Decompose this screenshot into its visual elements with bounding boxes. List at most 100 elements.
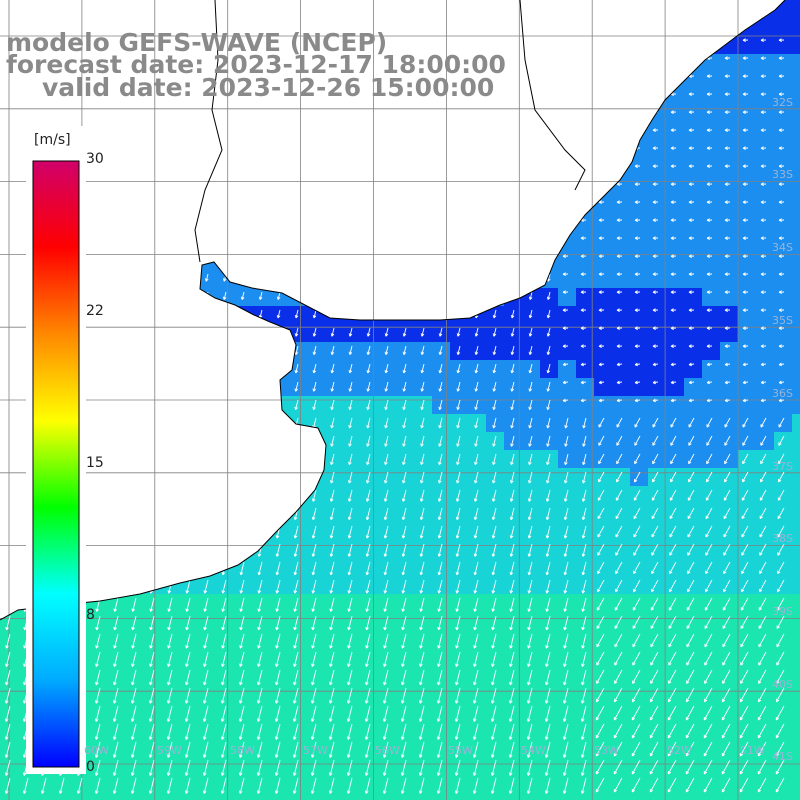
ocean-cell	[576, 594, 595, 613]
ocean-cell	[504, 486, 523, 505]
wind-arrow	[598, 236, 605, 240]
wind-arrow	[456, 471, 461, 484]
wind-arrow	[614, 633, 623, 648]
wind-arrow	[546, 399, 551, 411]
ocean-cell	[648, 702, 667, 721]
wind-arrow	[564, 417, 569, 429]
wind-arrow	[760, 146, 767, 150]
wind-arrow	[686, 597, 695, 611]
ocean-cell	[396, 558, 415, 577]
wind-arrow	[238, 687, 245, 704]
wind-arrow	[330, 399, 335, 411]
ocean-cell	[450, 378, 469, 397]
wind-arrow	[688, 200, 695, 204]
ocean-cell	[684, 774, 703, 793]
ocean-cell	[792, 720, 800, 739]
wind-arrow	[527, 579, 533, 594]
ocean-cell	[414, 612, 433, 631]
wind-arrow	[238, 723, 245, 740]
ocean-cell	[576, 540, 595, 559]
ocean-cell	[504, 792, 523, 800]
wind-arrow	[724, 56, 731, 60]
wind-arrow	[778, 218, 785, 222]
ocean-cell	[684, 432, 703, 451]
ocean-cell	[432, 738, 451, 757]
wind-arrow	[527, 489, 533, 502]
wind-arrow	[595, 777, 605, 793]
wind-arrow	[167, 651, 173, 667]
ocean-cell	[468, 774, 487, 793]
wind-arrow	[366, 327, 371, 337]
ocean-cell	[738, 702, 757, 721]
ocean-cell	[720, 738, 739, 757]
wind-arrow	[778, 380, 785, 385]
ocean-cell	[36, 792, 55, 800]
wind-arrow	[724, 290, 731, 294]
wind-arrow	[346, 687, 353, 704]
wind-arrow	[670, 380, 677, 385]
wind-arrow	[633, 561, 641, 574]
ocean-cell	[738, 198, 757, 217]
ocean-cell	[540, 288, 559, 307]
ocean-cell	[594, 486, 613, 505]
ocean-cell	[702, 792, 721, 800]
wind-arrow	[724, 344, 731, 348]
ocean-cell	[432, 342, 451, 361]
wind-arrow	[706, 74, 713, 78]
ocean-cell	[648, 522, 667, 541]
ocean-cell	[576, 252, 595, 271]
ocean-cell	[342, 594, 361, 613]
wind-arrow	[652, 453, 659, 465]
ocean-cell	[378, 414, 397, 433]
ocean-cell	[162, 702, 181, 721]
wind-arrow	[615, 525, 623, 538]
ocean-cell	[108, 684, 127, 703]
wind-arrow	[580, 705, 587, 722]
wind-arrow	[614, 615, 623, 629]
ocean-cell	[720, 504, 739, 523]
ocean-cell	[756, 198, 775, 217]
ocean-cell	[396, 576, 415, 595]
ocean-cell	[702, 738, 721, 757]
wind-arrow	[383, 597, 389, 612]
ocean-cell	[756, 306, 775, 325]
ocean-cell	[558, 306, 577, 325]
wind-arrow	[545, 597, 551, 612]
wind-arrow	[528, 399, 533, 411]
ocean-cell	[360, 540, 379, 559]
ocean-cell	[486, 486, 505, 505]
ocean-cell	[288, 756, 307, 775]
wind-arrow	[545, 507, 551, 521]
wind-arrow	[615, 561, 623, 574]
wind-arrow	[166, 777, 173, 794]
ocean-cell	[540, 612, 559, 631]
wind-arrow	[275, 669, 281, 686]
wind-arrow	[581, 597, 587, 612]
wind-arrow	[598, 254, 605, 258]
wind-arrow	[293, 615, 299, 631]
ocean-cell	[774, 18, 793, 37]
ocean-cell	[576, 666, 595, 685]
wind-arrow	[742, 236, 749, 240]
ocean-cell	[738, 396, 757, 415]
wind-arrow	[778, 38, 785, 42]
wind-arrow	[203, 651, 209, 667]
ocean-cell	[396, 630, 415, 649]
ocean-cell	[612, 756, 631, 775]
wind-arrow	[562, 326, 569, 330]
wind-arrow	[742, 308, 749, 312]
wind-arrow	[402, 417, 407, 429]
ocean-cell	[486, 630, 505, 649]
wind-arrow	[528, 327, 533, 337]
wind-arrow	[741, 543, 749, 556]
ocean-cell	[738, 234, 757, 253]
wind-arrow	[148, 723, 155, 740]
ocean-cell	[468, 540, 487, 559]
wind-arrow	[580, 777, 587, 794]
ocean-cell	[252, 558, 271, 577]
wind-arrow	[348, 417, 353, 429]
wind-arrow	[276, 309, 281, 319]
wind-arrow	[631, 741, 641, 757]
ocean-cell	[522, 576, 541, 595]
ocean-cell	[504, 342, 523, 361]
